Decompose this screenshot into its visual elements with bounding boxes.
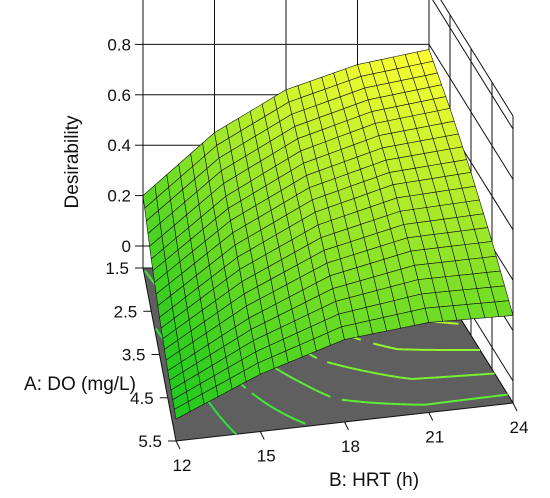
contour-segment	[160, 334, 162, 336]
x-tick-mark	[345, 422, 349, 430]
z-axis-title: Desirability	[62, 115, 83, 208]
x-tick-label: 18	[341, 437, 360, 456]
contour-segment	[383, 346, 385, 347]
x-axis-title: B: HRT (h)	[329, 470, 419, 491]
contour-segment	[475, 398, 481, 399]
x-tick-mark	[513, 403, 517, 411]
x-tick-label: 12	[173, 456, 192, 475]
contour-segment	[222, 419, 223, 420]
contour-segment	[391, 348, 397, 349]
contour-segment	[453, 401, 459, 402]
contour-segment	[389, 376, 394, 377]
contour-segment	[406, 378, 411, 379]
contour-segment	[447, 401, 453, 402]
contour-segment	[307, 386, 309, 387]
y-tick-label: 2.5	[114, 302, 138, 321]
contour-segment	[480, 397, 486, 398]
contour-segment	[379, 345, 383, 346]
contour-segment	[336, 365, 339, 366]
contour-segment	[364, 371, 370, 372]
contour-segment	[382, 374, 388, 375]
contour-segment	[497, 395, 503, 396]
contour-segment	[342, 400, 348, 401]
x-tick-mark	[260, 432, 264, 440]
contour-segment	[309, 387, 311, 388]
z-tick-label: 0	[122, 237, 131, 256]
contour-segment	[430, 403, 436, 404]
contour-segment	[339, 365, 344, 366]
contour-segment	[329, 396, 330, 397]
contour-segment	[213, 408, 215, 410]
contour-segment	[354, 401, 360, 402]
contour-segment	[322, 393, 325, 394]
contour-segment	[242, 385, 243, 386]
contour-segment	[394, 377, 399, 378]
z-tick-label: 0.4	[107, 136, 131, 155]
contour-segment	[312, 356, 314, 357]
z-tick-label: 1	[122, 0, 131, 4]
contour-segment	[320, 392, 322, 393]
contour-segment	[376, 373, 380, 374]
contour-segment	[370, 372, 375, 373]
z-tick-label: 0.2	[107, 187, 131, 206]
contour-segment	[502, 395, 508, 396]
contour-segment	[329, 362, 334, 363]
contour-segment	[281, 412, 283, 413]
contour-segment	[314, 357, 316, 358]
contour-segment	[425, 404, 431, 405]
contour-segment	[333, 364, 336, 365]
z-tick-label: 0.8	[107, 35, 131, 54]
contour-segment	[262, 401, 263, 402]
z-tick-label: 0.6	[107, 86, 131, 105]
contour-segment	[293, 379, 295, 380]
contour-segment	[284, 414, 286, 415]
contour-segment	[491, 396, 497, 397]
contour-segment	[436, 403, 442, 404]
contour-segment	[385, 346, 391, 347]
contour-segment	[255, 396, 256, 397]
contour-segment	[375, 344, 379, 345]
x-tick-label: 24	[510, 418, 529, 437]
contour-segment	[358, 370, 362, 371]
contour-segment	[353, 368, 358, 369]
y-tick-label: 5.5	[138, 432, 162, 451]
x-tick-label: 15	[257, 447, 276, 466]
contour-segment	[295, 419, 297, 420]
contour-segment	[486, 397, 492, 398]
y-tick-label: 3.5	[122, 346, 146, 365]
contour-segment	[400, 378, 406, 379]
contour-segment	[295, 379, 298, 380]
x-tick-label: 21	[425, 428, 444, 447]
y-axis-title: A: DO (mg/L)	[24, 374, 136, 395]
x-tick-mark	[176, 441, 180, 449]
contour-segment	[297, 420, 300, 421]
contour-segment	[469, 399, 475, 400]
contour-segment	[223, 420, 224, 421]
contour-segment	[348, 400, 354, 401]
x-tick-mark	[429, 413, 433, 421]
contour-segment	[345, 367, 351, 368]
contour-segment	[442, 402, 448, 403]
y-tick-label: 1.5	[105, 259, 129, 278]
contour-segment	[464, 399, 470, 400]
contour-segment	[458, 400, 464, 401]
